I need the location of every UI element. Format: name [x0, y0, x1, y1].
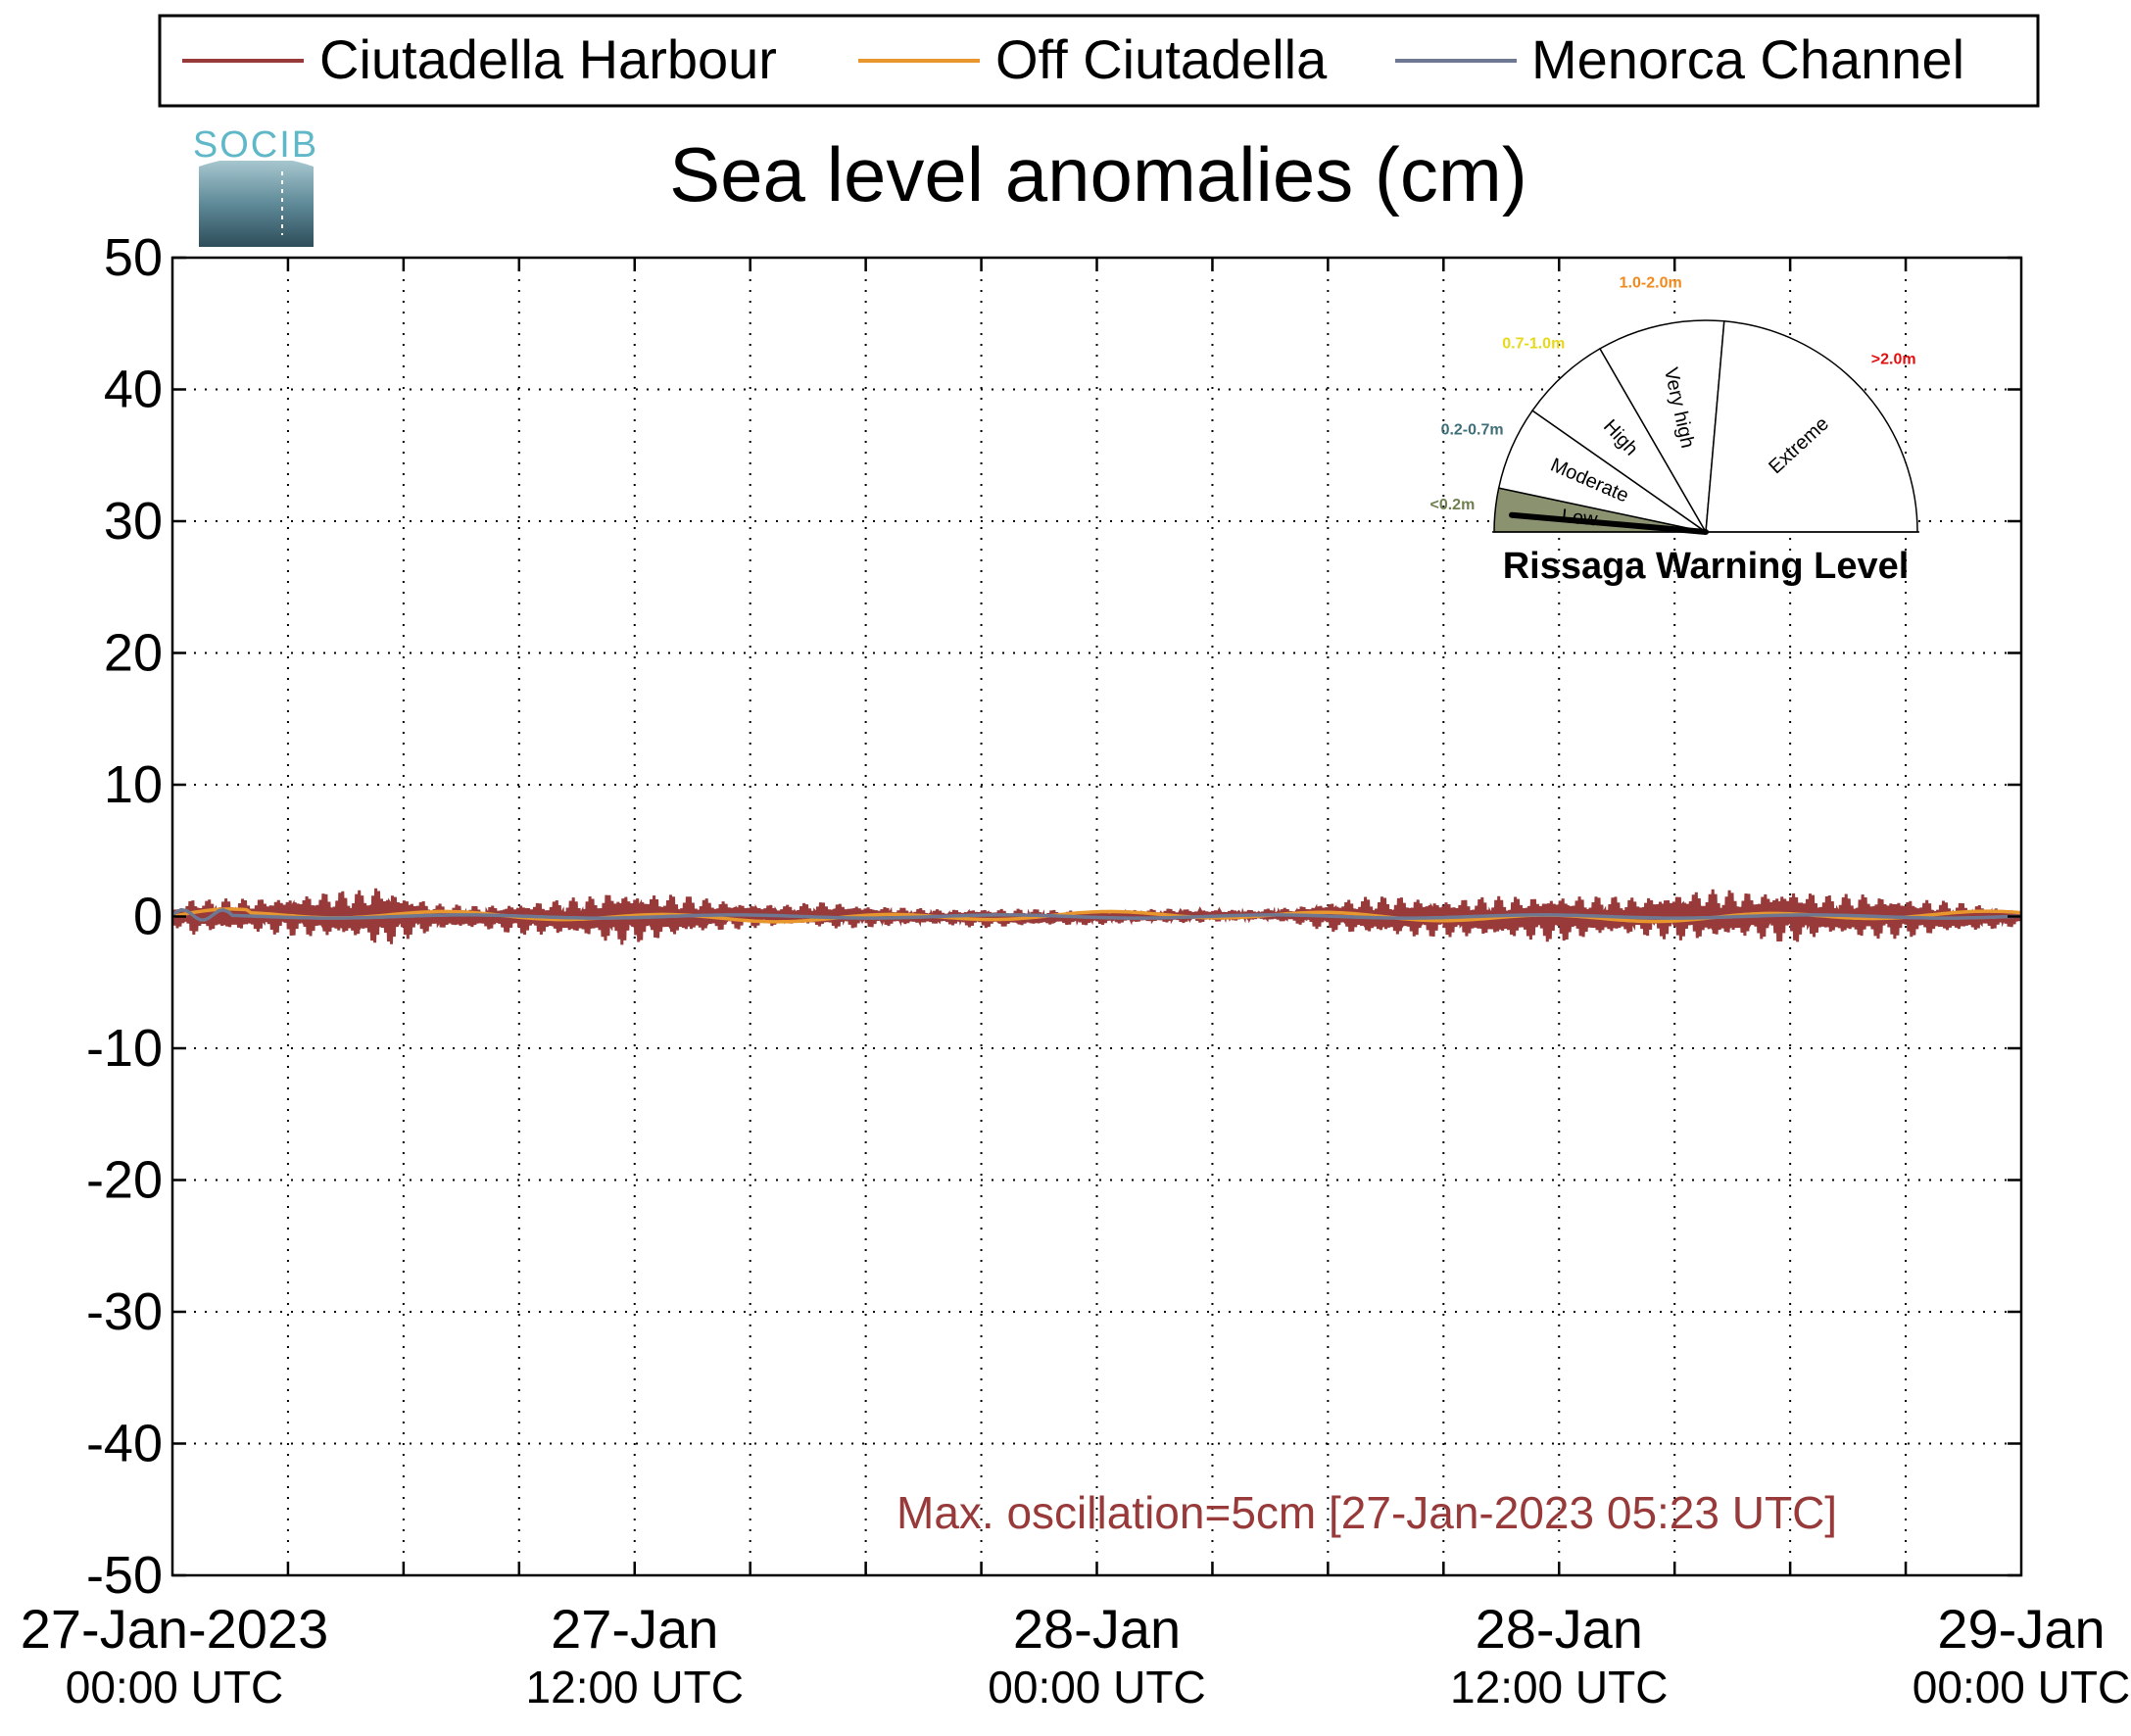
- gauge-range-label: <0.2m: [1429, 497, 1475, 513]
- y-tick-label: -10: [86, 1019, 163, 1078]
- y-tick-label: 20: [104, 624, 163, 683]
- y-tick-label: 10: [104, 755, 163, 814]
- y-tick-label: -20: [86, 1151, 163, 1210]
- series-line-menorca-channel: [172, 907, 2021, 922]
- legend-label: Menorca Channel: [1531, 28, 1964, 90]
- x-tick-label-time: 12:00 UTC: [526, 1662, 744, 1712]
- legend: Ciutadella Harbour Off Ciutadella Menorc…: [158, 14, 2040, 108]
- legend-entry-ciutadella-harbour: Ciutadella Harbour: [182, 28, 777, 90]
- y-tick-label: -40: [86, 1415, 163, 1473]
- y-tick-label: -30: [86, 1282, 163, 1341]
- chart-title: Sea level anomalies (cm): [669, 131, 1527, 217]
- gauge-needle: [1509, 511, 1709, 535]
- x-tick-label-date: 28-Jan: [1013, 1598, 1181, 1660]
- gauge-range-label: 0.7-1.0m: [1502, 336, 1565, 353]
- gauge-title: Rissaga Warning Level: [1503, 546, 1910, 587]
- rissaga-warning-gauge: Low<0.2mModerate0.2-0.7mHigh0.7-1.0mVery…: [1429, 274, 1919, 535]
- y-tick-label: 0: [133, 888, 163, 946]
- series-line-ciutadella-harbour: [172, 888, 2021, 945]
- x-tick-label-time: 00:00 UTC: [66, 1662, 283, 1712]
- gauge-range-label: 1.0-2.0m: [1620, 274, 1682, 291]
- x-tick-label-time: 12:00 UTC: [1450, 1662, 1668, 1712]
- legend-label: Off Ciutadella: [995, 28, 1328, 90]
- x-tick-label-time: 00:00 UTC: [988, 1662, 1205, 1712]
- legend-label: Ciutadella Harbour: [319, 28, 777, 90]
- legend-entry-menorca-channel: Menorca Channel: [1395, 28, 1964, 90]
- y-axis: 50 40 30 20 10 0 -10 -20 -30 -40 -50: [86, 228, 2021, 1605]
- x-tick-label-time: 00:00 UTC: [1913, 1662, 2130, 1712]
- x-tick-label-date: 29-Jan: [1937, 1598, 2105, 1660]
- gauge-range-label: >2.0m: [1871, 352, 1916, 368]
- gauge-sector: [1598, 319, 1725, 535]
- y-tick-label: -50: [86, 1546, 163, 1605]
- gauge-range-label: 0.2-0.7m: [1441, 422, 1504, 439]
- y-tick-label: 30: [104, 492, 163, 551]
- x-tick-label-date: 28-Jan: [1476, 1598, 1643, 1660]
- y-tick-label: 40: [104, 361, 163, 419]
- series-layer: [172, 888, 2021, 945]
- logo-wordmark: SOCIB: [193, 124, 318, 166]
- gauge-sector: [1705, 319, 1918, 533]
- x-tick-label-date: 27-Jan: [551, 1598, 718, 1660]
- legend-entry-off-ciutadella: Off Ciutadella: [858, 28, 1328, 90]
- max-oscillation-annotation: Max. oscillation=5cm [27-Jan-2023 05:23 …: [896, 1487, 1837, 1538]
- x-tick-label-date: 27-Jan-2023: [21, 1598, 328, 1660]
- y-tick-label: 50: [104, 228, 163, 287]
- socib-logo: SOCIB: [193, 124, 318, 247]
